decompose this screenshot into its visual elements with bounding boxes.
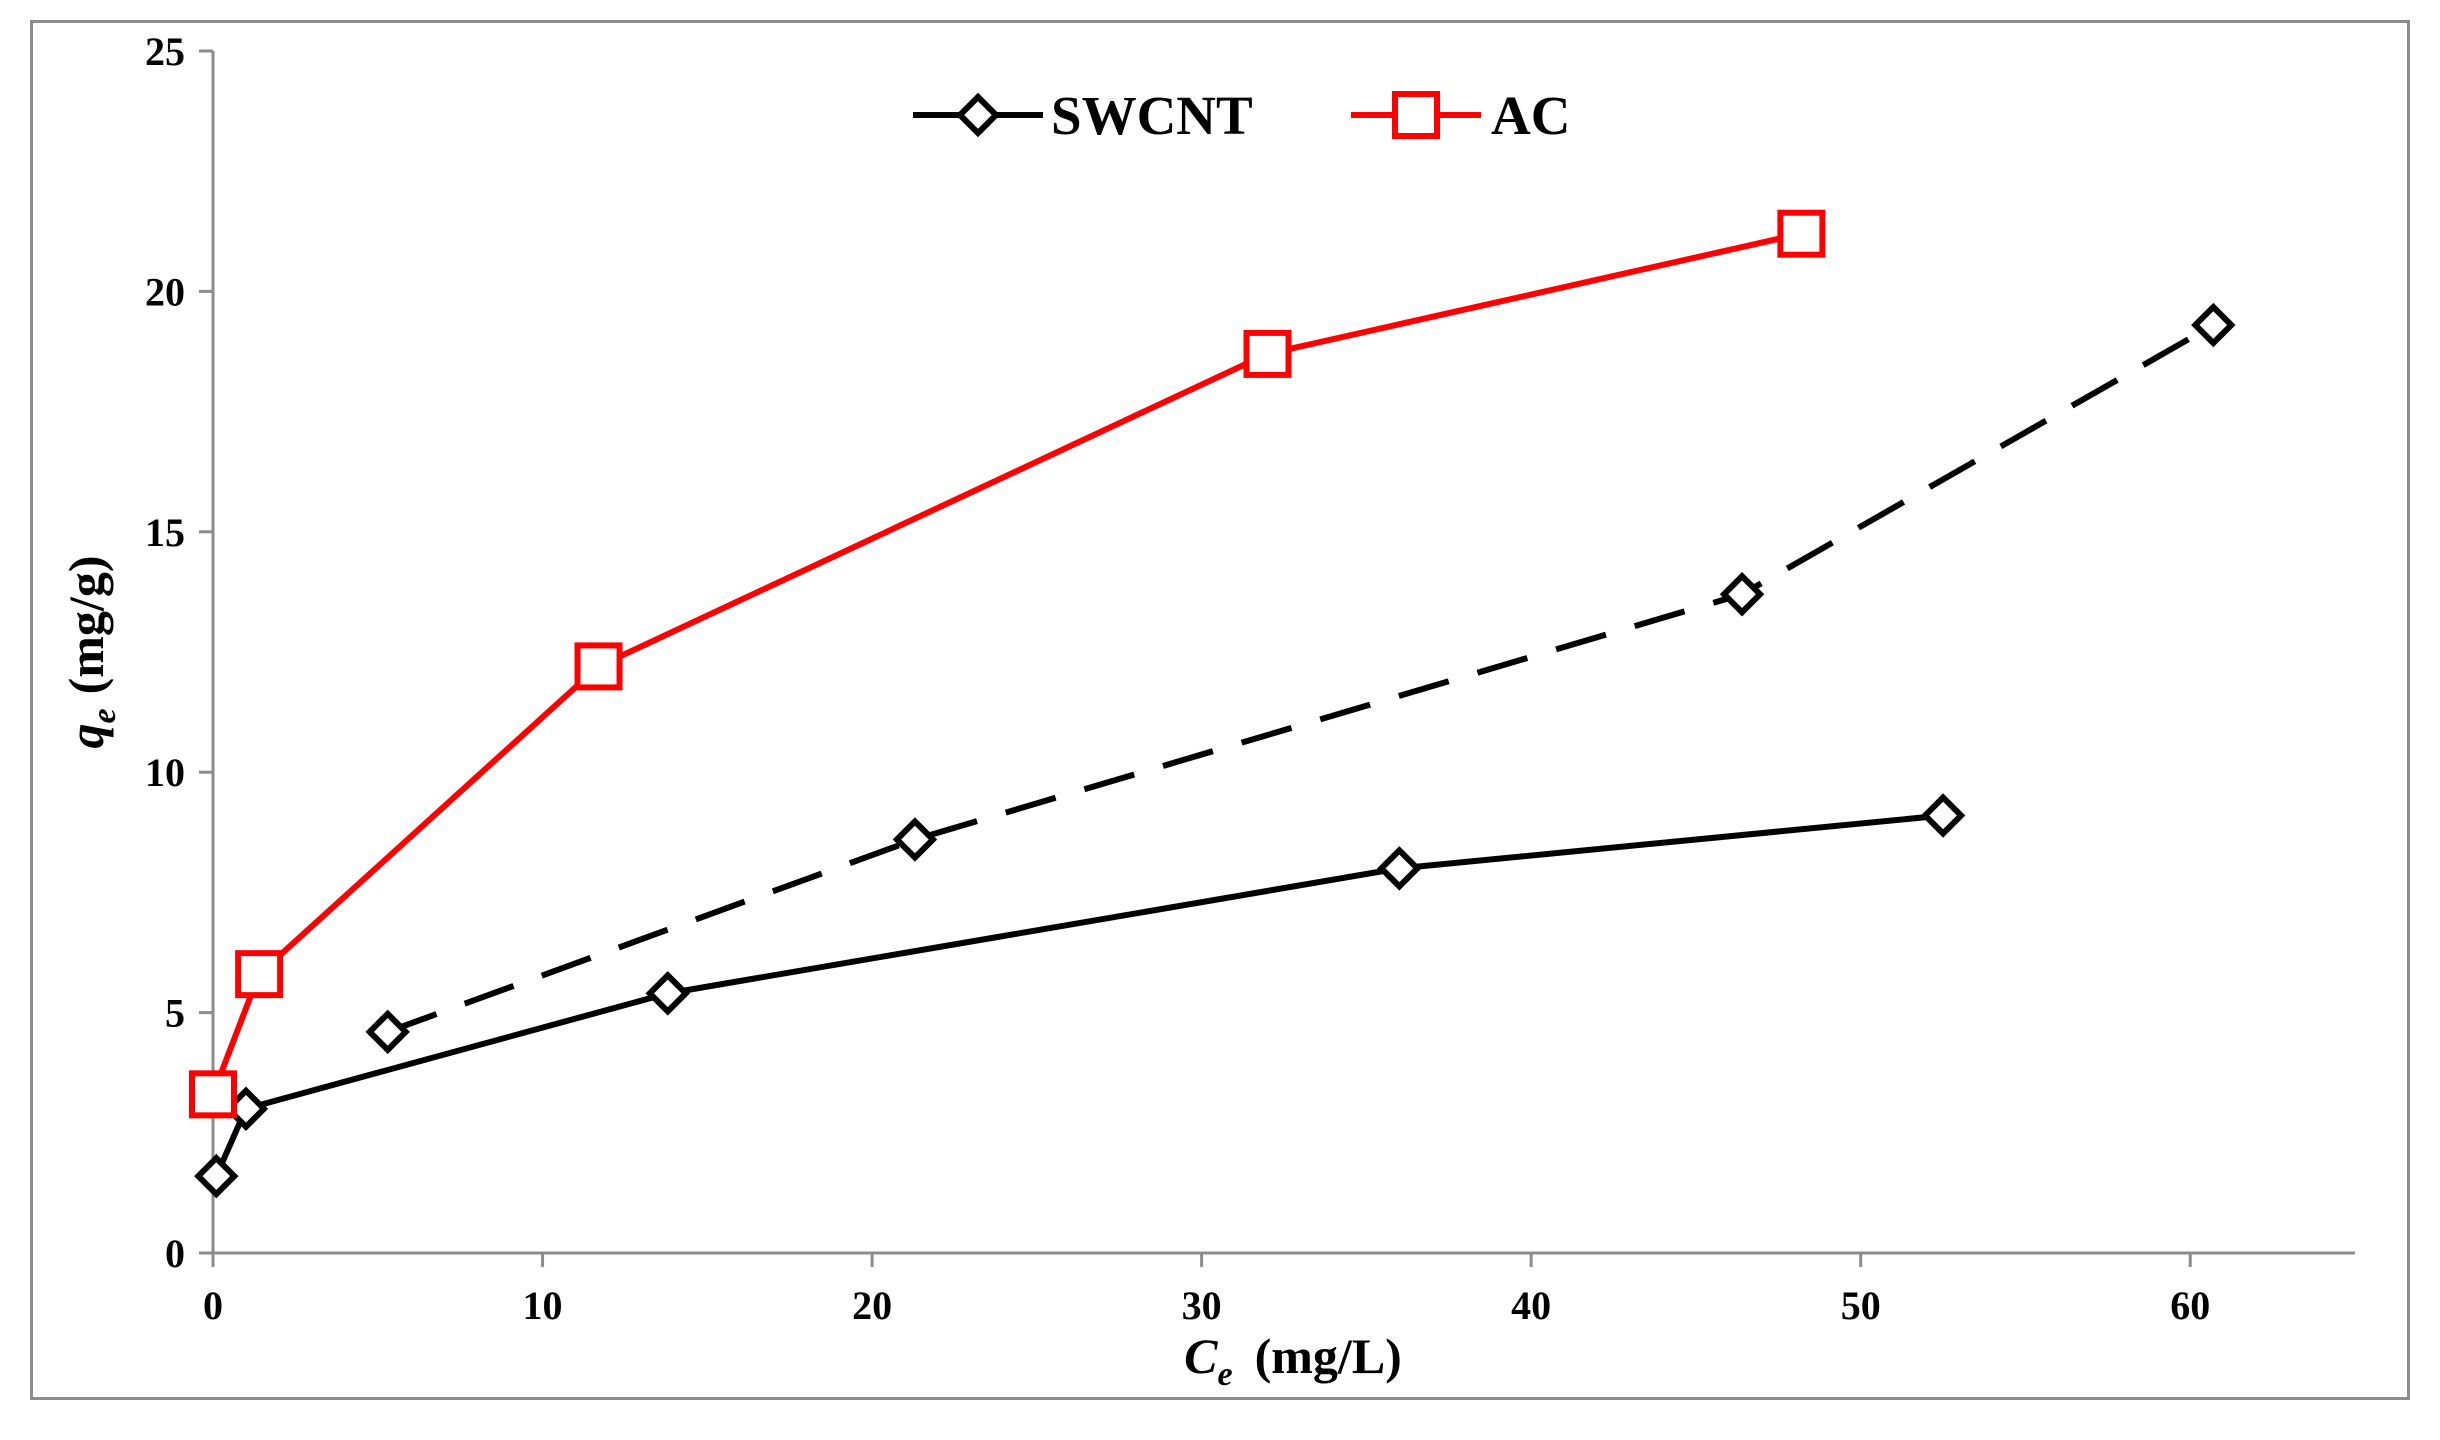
x-tick-label: 40	[1511, 1283, 1551, 1328]
data-point-diamond	[645, 971, 691, 1016]
legend-marker-ac-square	[1392, 91, 1440, 139]
x-axis-title-sub: e	[1218, 1356, 1233, 1393]
x-axis-ticks: 0 10 20 30 40 50 60	[203, 1253, 2210, 1328]
data-point-diamond	[1920, 793, 1966, 838]
x-axis-title-main: C	[1184, 1328, 1218, 1384]
x-tick-label: 50	[1841, 1283, 1881, 1328]
data-point-square	[189, 1070, 237, 1119]
y-axis-title-sub: e	[86, 708, 123, 723]
series-line	[210, 230, 1803, 1096]
data-point-square	[1243, 329, 1292, 378]
y-tick-label: 5	[165, 991, 185, 1036]
data-point-diamond	[194, 1153, 239, 1199]
series-swcnt	[194, 793, 1966, 1199]
x-tick-label: 10	[523, 1283, 563, 1328]
data-point-diamond	[1719, 572, 1765, 617]
data-point-square	[1777, 209, 1826, 258]
x-tick-label: 30	[1182, 1283, 1222, 1328]
legend-label-ac: AC	[1491, 85, 1570, 146]
axes: 0 5 10 15 20 25 0 10 20 30 40 50 60	[145, 29, 2355, 1328]
data-point-diamond	[365, 1009, 410, 1055]
y-axis-ticks: 0 5 10 15 20 25	[145, 29, 213, 1276]
legend-marker-swcnt-diamond	[955, 92, 1001, 138]
y-tick-label: 10	[145, 750, 185, 795]
y-axis-title-unit: (mg/g)	[58, 556, 114, 695]
series-line	[213, 812, 1944, 1178]
x-tick-label: 20	[852, 1283, 892, 1328]
y-tick-label: 20	[145, 269, 185, 314]
data-point-square	[574, 642, 623, 691]
series-ac	[189, 209, 1826, 1119]
chart-frame: 0 5 10 15 20 25 0 10 20 30 40 50 60 SWCNT AC Ce (mg/…	[30, 20, 2410, 1400]
series-swcnt-dashed	[365, 302, 2236, 1055]
legend-label-swcnt: SWCNT	[1051, 85, 1253, 146]
x-tick-label: 60	[2170, 1283, 2210, 1328]
data-point-square	[235, 950, 284, 999]
y-tick-label: 0	[165, 1231, 185, 1276]
x-tick-label: 0	[203, 1283, 223, 1328]
x-axis-title: Ce (mg/L)	[1184, 1328, 1402, 1393]
y-axis-title-main: q	[58, 723, 114, 748]
data-point-diamond	[1377, 846, 1422, 891]
y-tick-label: 15	[145, 510, 185, 555]
y-axis-title: qe (mg/g)	[58, 556, 123, 749]
series-line	[386, 322, 2215, 1035]
y-tick-label: 25	[145, 29, 185, 74]
legend: SWCNT AC	[913, 85, 1570, 146]
series-layer	[189, 209, 2236, 1199]
chart-svg: 0 5 10 15 20 25 0 10 20 30 40 50 60 SWCNT AC Ce (mg/…	[58, 29, 2355, 1393]
data-point-diamond	[2191, 302, 2236, 348]
data-point-diamond	[892, 817, 938, 862]
x-axis-title-unit: (mg/L)	[1255, 1328, 1402, 1384]
